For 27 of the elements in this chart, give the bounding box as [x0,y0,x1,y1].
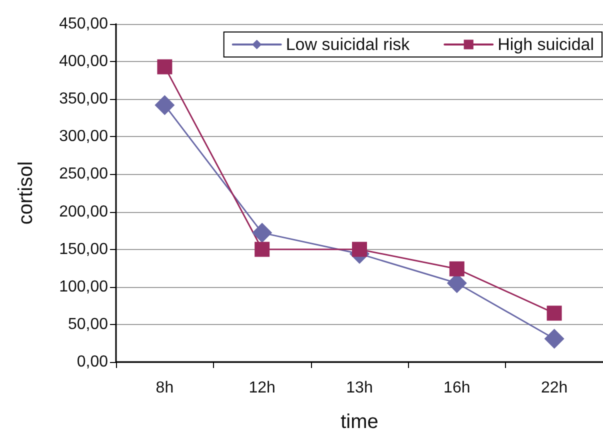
point [252,222,272,243]
y-tick-label: 150,00 [59,240,108,258]
legend-label: High suicidal [498,35,594,54]
y-tick-label: 50,00 [68,316,108,333]
y-axis-title: cortisol [15,161,37,225]
point [544,328,564,349]
x-tick-label: 8h [156,380,174,396]
x-tick-label: 22h [540,380,568,396]
y-tick-label: 100,00 [59,278,108,296]
x-tick-label: 13h [346,380,373,396]
y-tick-label: 400,00 [59,53,108,70]
x-tick-label: 12h [248,380,276,396]
point [254,242,270,257]
point [154,95,175,116]
point [157,59,172,74]
point [352,242,367,257]
y-tick-label: 200,00 [59,203,108,220]
y-tick-label: 350,00 [59,90,108,108]
y-tick-label: 300,00 [59,128,108,146]
y-tick-label: 450,00 [59,16,108,32]
y-tick-label: 250,00 [59,166,108,183]
point [449,261,464,276]
y-tick-label: 0,00 [76,354,108,370]
x-tick-label: 16h [444,380,470,396]
x-axis-title: time [340,411,378,433]
legend-label: Low suicidal risk [286,35,410,54]
point [546,306,562,321]
